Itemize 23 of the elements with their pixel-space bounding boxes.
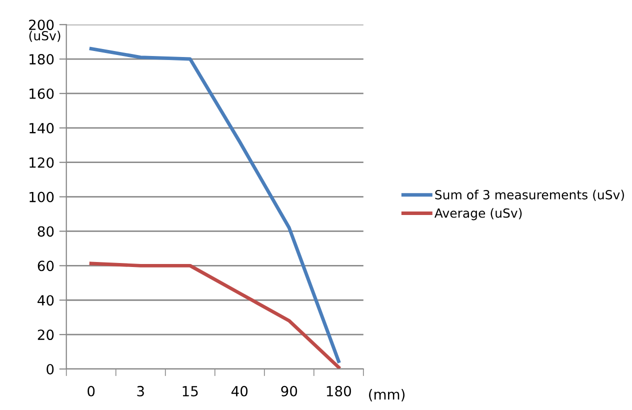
y-tick-label: 60 (38, 260, 54, 272)
line-series (89, 262, 340, 369)
x-tick-label: 0 (88, 386, 95, 396)
y-tick-label: 180 (30, 54, 54, 65)
y-tick-label: 200 (29, 20, 54, 30)
x-tick-label: 90 (281, 386, 298, 396)
legend-label: Sum of 3 measurements (uSv) (435, 190, 624, 201)
y-tick-label: 0 (46, 364, 54, 374)
x-tick-label: 180 (326, 386, 351, 396)
x-tick-label: 40 (231, 386, 248, 396)
x-axis-title: (mm) (369, 388, 405, 402)
y-tick-label: 40 (38, 295, 54, 306)
line-series (89, 46, 340, 363)
y-tick-label: 140 (30, 122, 54, 134)
y-tick-label: 20 (38, 330, 54, 340)
y-tick-label: 160 (30, 88, 54, 99)
y-tick-label: 100 (30, 192, 54, 202)
y-tick-label: 80 (38, 226, 54, 237)
x-tick-label: 15 (182, 386, 198, 396)
y-axis-title: (uSv) (29, 30, 60, 42)
x-tick-label: 3 (137, 386, 144, 396)
legend-label: Average (uSv) (434, 208, 522, 220)
y-tick-label: 120 (30, 157, 54, 168)
